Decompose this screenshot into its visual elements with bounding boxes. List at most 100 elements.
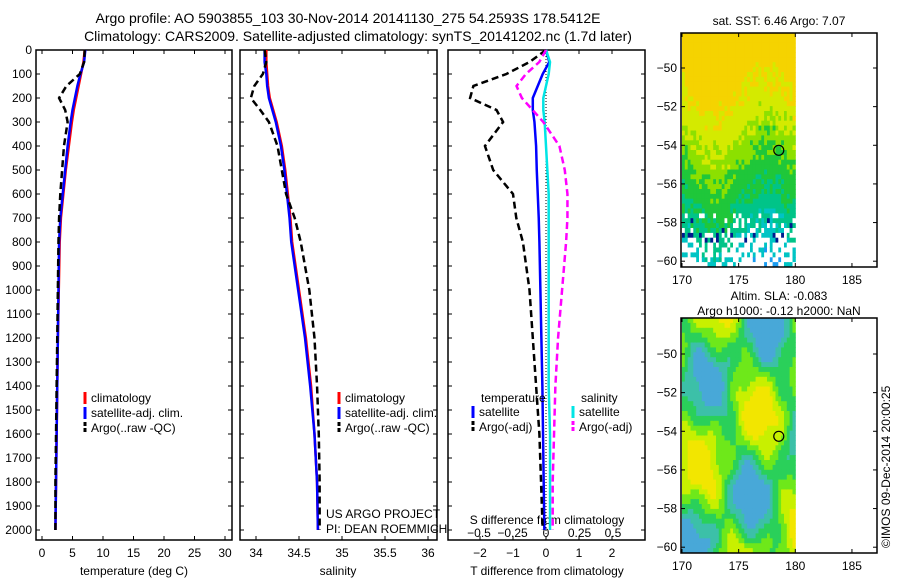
map-cell [701,376,706,383]
map-cell [744,198,748,205]
map-cell [724,464,728,471]
map-cell [710,223,714,229]
map-cell [775,327,779,334]
map-cell [704,440,708,446]
map-cell [707,179,711,185]
map-cell [758,396,762,402]
map-cell [778,262,782,268]
map-cell [693,386,697,392]
map-cell [727,72,731,78]
map-cell [784,499,788,505]
map-cell [747,332,751,339]
map-cell [727,337,731,343]
map-cell [761,396,765,402]
map-cell [710,257,714,263]
map-cell [696,72,700,78]
map-cell [764,223,768,229]
map-cell [789,504,793,510]
map-cell [781,169,785,175]
map-cell [710,193,714,200]
map-cell [710,460,714,466]
map-cell [775,376,779,383]
map-cell [710,367,714,373]
map-cell [716,533,720,539]
map-cell [741,91,745,97]
map-cell [781,489,785,495]
map-cell [730,184,734,190]
map-cell [792,218,796,224]
map-cell [792,440,796,446]
map-cell [775,406,779,412]
map-cell [786,386,791,392]
map-cell [693,508,697,515]
map-cell [721,213,725,219]
map-cell [778,72,782,78]
map-cell [684,523,689,529]
map-cell [789,37,793,44]
map-cell [718,494,723,500]
map-cell [721,96,725,102]
map-cell [784,533,788,539]
map-cell [735,145,740,151]
map-cell [724,376,728,383]
map-cell [755,474,759,481]
map-cell [687,401,691,407]
map-cell [690,450,694,456]
map-cell [699,445,703,451]
map-cell [775,347,779,353]
map-cell [786,523,791,529]
map-cell [775,352,779,358]
map-cell [735,391,740,397]
map-cell [750,81,754,88]
map-cell [693,52,697,58]
map-cell [730,111,734,117]
map-cell [775,33,779,39]
map-cell [687,257,691,263]
map-cell [724,401,728,407]
map-cell [690,135,694,141]
map-cell [752,415,757,422]
map-cell [716,145,720,151]
map-cell [682,125,686,131]
map-cell [704,386,708,392]
map-cell [772,232,776,239]
map-cell [684,237,689,244]
map-cell [786,198,791,205]
map-cell [710,450,714,456]
y-tick-label: 500 [12,163,32,177]
map-cell [682,33,686,39]
map-cell [716,169,720,175]
map-cell [701,357,706,363]
map-cell [761,72,765,78]
map-cell [690,474,694,481]
map-cell [792,518,796,525]
map-cell [699,376,703,383]
map-cell [761,174,765,180]
map-cell [690,81,694,88]
map-cell [778,150,782,156]
map-cell [775,164,779,170]
map-cell [713,543,717,549]
map-cell [738,391,742,397]
map-cell [682,135,686,141]
map-cell [750,523,754,529]
map-cell [707,252,711,258]
map-cell [707,57,711,63]
map-cell [733,489,737,495]
map-cell [710,242,714,248]
map-cell [786,362,791,368]
map-cell [767,450,771,456]
map-cell [778,430,782,436]
map-cell [744,362,748,368]
map-cell [735,318,740,324]
map-cell [721,262,725,268]
map-cell [758,262,762,268]
map-cell [781,72,785,78]
map-cell [690,198,694,205]
map-cell [727,86,731,92]
map-cell [792,523,796,529]
map-cell [716,450,720,456]
map-cell [789,150,793,156]
map-cell [687,381,691,387]
map-cell [772,464,776,471]
